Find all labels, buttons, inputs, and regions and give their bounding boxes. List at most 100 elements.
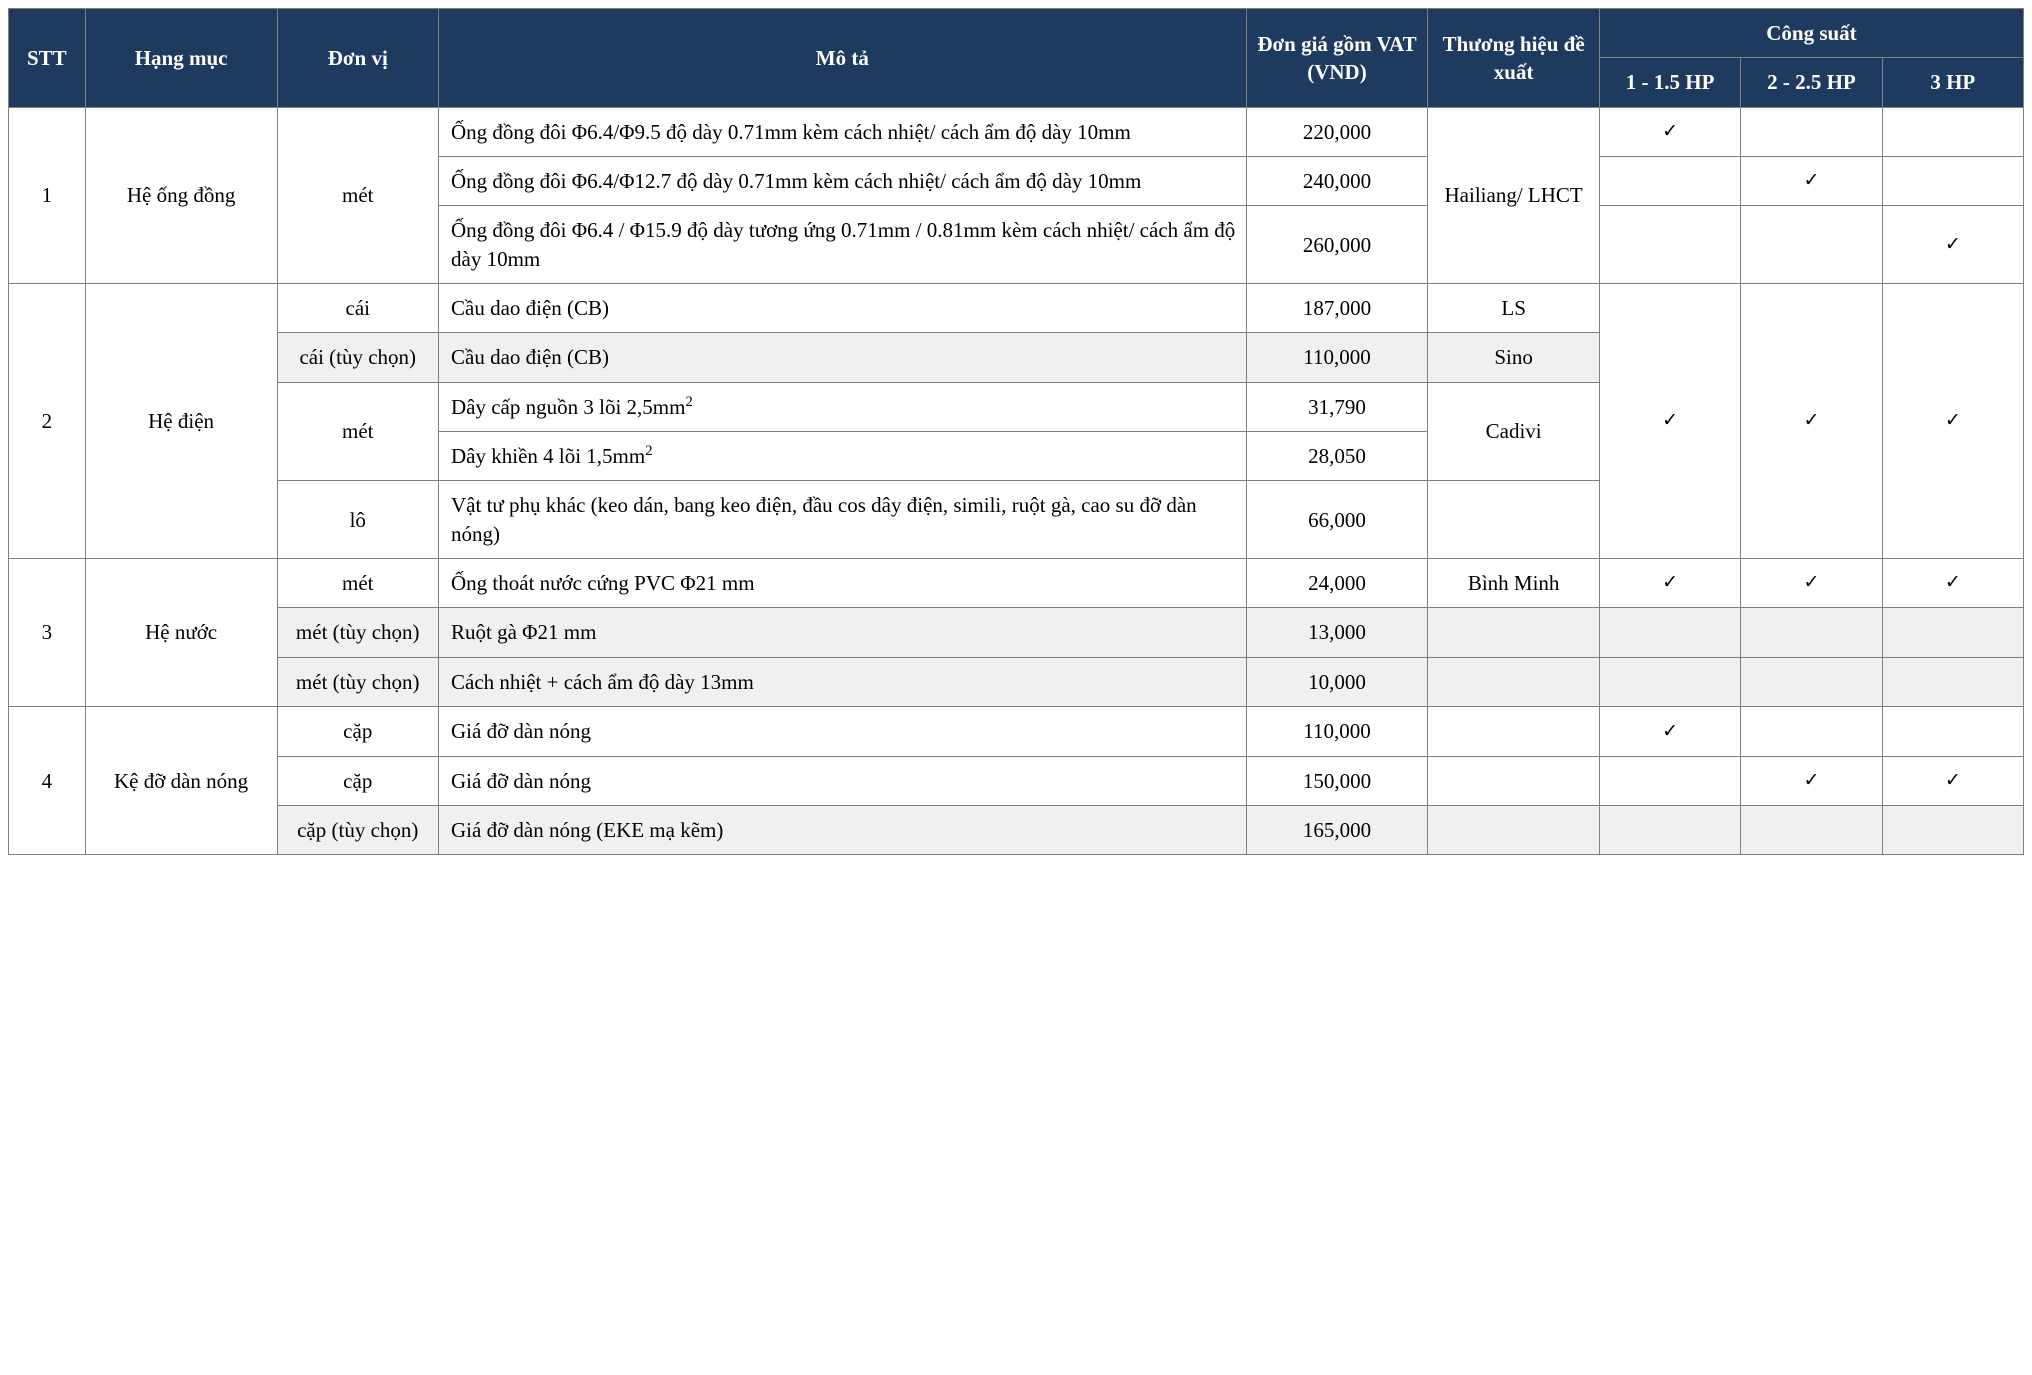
- table-row: 4Kệ đỡ dàn nóngcặpGiá đỡ dàn nóng110,000…: [9, 707, 2024, 756]
- mota-cell: Vật tư phụ khác (keo dán, bang keo điện,…: [439, 481, 1247, 559]
- donvi-cell: cặp (tùy chọn): [277, 805, 439, 854]
- col-thuonghieu: Thương hiệu đề xuất: [1428, 9, 1600, 108]
- brand-cell: Hailiang/ LHCT: [1428, 107, 1600, 283]
- col-hp1: 1 - 1.5 HP: [1599, 58, 1740, 107]
- brand-cell: [1428, 657, 1600, 706]
- check-cell: [1741, 657, 1882, 706]
- mota-cell: Ống đồng đôi Φ6.4/Φ12.7 độ dày 0.71mm kè…: [439, 157, 1247, 206]
- table-row: cặp (tùy chọn)Giá đỡ dàn nóng (EKE mạ kẽ…: [9, 805, 2024, 854]
- col-hp3: 3 HP: [1882, 58, 2023, 107]
- hangmuc-cell: Hệ ống đồng: [85, 107, 277, 283]
- mota-cell: Cách nhiệt + cách ẩm độ dày 13mm: [439, 657, 1247, 706]
- stt-cell: 1: [9, 107, 86, 283]
- check-cell: ✓: [1741, 157, 1882, 206]
- price-cell: 24,000: [1246, 559, 1428, 608]
- price-cell: 187,000: [1246, 284, 1428, 333]
- col-donvi: Đơn vị: [277, 9, 439, 108]
- price-cell: 150,000: [1246, 756, 1428, 805]
- check-cell: ✓: [1741, 284, 1882, 559]
- check-cell: [1882, 107, 2023, 156]
- check-cell: [1599, 756, 1740, 805]
- check-cell: [1882, 608, 2023, 657]
- price-cell: 31,790: [1246, 382, 1428, 431]
- mota-cell: Dây khiền 4 lõi 1,5mm2: [439, 432, 1247, 481]
- table-body: 1Hệ ống đồngmétỐng đồng đôi Φ6.4/Φ9.5 độ…: [9, 107, 2024, 855]
- check-cell: [1599, 608, 1740, 657]
- check-cell: [1741, 707, 1882, 756]
- price-cell: 240,000: [1246, 157, 1428, 206]
- donvi-cell: mét (tùy chọn): [277, 657, 439, 706]
- price-cell: 13,000: [1246, 608, 1428, 657]
- table-row: mét (tùy chọn)Cách nhiệt + cách ẩm độ dà…: [9, 657, 2024, 706]
- check-cell: [1741, 805, 1882, 854]
- hangmuc-cell: Hệ nước: [85, 559, 277, 707]
- table-header: STT Hạng mục Đơn vị Mô tả Đơn giá gồm VA…: [9, 9, 2024, 108]
- mota-cell: Ống thoát nước cứng PVC Φ21 mm: [439, 559, 1247, 608]
- stt-cell: 2: [9, 284, 86, 559]
- brand-cell: LS: [1428, 284, 1600, 333]
- col-hangmuc: Hạng mục: [85, 9, 277, 108]
- donvi-cell: mét: [277, 559, 439, 608]
- table-row: 1Hệ ống đồngmétỐng đồng đôi Φ6.4/Φ9.5 độ…: [9, 107, 2024, 156]
- donvi-cell: mét: [277, 382, 439, 481]
- stt-cell: 3: [9, 559, 86, 707]
- check-cell: ✓: [1882, 284, 2023, 559]
- price-cell: 110,000: [1246, 333, 1428, 382]
- check-cell: [1599, 157, 1740, 206]
- donvi-cell: mét (tùy chọn): [277, 608, 439, 657]
- hangmuc-cell: Kệ đỡ dàn nóng: [85, 707, 277, 855]
- donvi-cell: cặp: [277, 707, 439, 756]
- price-cell: 28,050: [1246, 432, 1428, 481]
- col-congsuat: Công suất: [1599, 9, 2023, 58]
- brand-cell: [1428, 756, 1600, 805]
- check-cell: [1741, 206, 1882, 284]
- price-cell: 66,000: [1246, 481, 1428, 559]
- mota-cell: Giá đỡ dàn nóng: [439, 707, 1247, 756]
- mota-cell: Cầu dao điện (CB): [439, 284, 1247, 333]
- check-cell: [1599, 805, 1740, 854]
- check-cell: [1882, 707, 2023, 756]
- check-cell: [1599, 657, 1740, 706]
- check-cell: [1882, 657, 2023, 706]
- table-row: cặpGiá đỡ dàn nóng150,000✓✓: [9, 756, 2024, 805]
- price-cell: 260,000: [1246, 206, 1428, 284]
- donvi-cell: lô: [277, 481, 439, 559]
- check-cell: ✓: [1882, 756, 2023, 805]
- check-cell: [1882, 805, 2023, 854]
- stt-cell: 4: [9, 707, 86, 855]
- check-cell: ✓: [1599, 559, 1740, 608]
- price-cell: 220,000: [1246, 107, 1428, 156]
- check-cell: ✓: [1741, 559, 1882, 608]
- col-mota: Mô tả: [439, 9, 1247, 108]
- mota-cell: Dây cấp nguồn 3 lõi 2,5mm2: [439, 382, 1247, 431]
- brand-cell: Sino: [1428, 333, 1600, 382]
- mota-cell: Giá đỡ dàn nóng (EKE mạ kẽm): [439, 805, 1247, 854]
- check-cell: ✓: [1599, 284, 1740, 559]
- brand-cell: Cadivi: [1428, 382, 1600, 481]
- col-dongia: Đơn giá gồm VAT (VND): [1246, 9, 1428, 108]
- donvi-cell: mét: [277, 107, 439, 283]
- check-cell: [1882, 157, 2023, 206]
- mota-cell: Ống đồng đôi Φ6.4 / Φ15.9 độ dày tương ứ…: [439, 206, 1247, 284]
- check-cell: ✓: [1599, 707, 1740, 756]
- brand-cell: Bình Minh: [1428, 559, 1600, 608]
- donvi-cell: cái: [277, 284, 439, 333]
- brand-cell: [1428, 481, 1600, 559]
- hangmuc-cell: Hệ điện: [85, 284, 277, 559]
- mota-cell: Ruột gà Φ21 mm: [439, 608, 1247, 657]
- price-cell: 10,000: [1246, 657, 1428, 706]
- check-cell: ✓: [1882, 206, 2023, 284]
- mota-cell: Cầu dao điện (CB): [439, 333, 1247, 382]
- check-cell: [1741, 608, 1882, 657]
- table-row: 2Hệ điệncáiCầu dao điện (CB)187,000LS✓✓✓: [9, 284, 2024, 333]
- mota-cell: Ống đồng đôi Φ6.4/Φ9.5 độ dày 0.71mm kèm…: [439, 107, 1247, 156]
- donvi-cell: cái (tùy chọn): [277, 333, 439, 382]
- check-cell: ✓: [1599, 107, 1740, 156]
- table-row: mét (tùy chọn)Ruột gà Φ21 mm13,000: [9, 608, 2024, 657]
- col-hp2: 2 - 2.5 HP: [1741, 58, 1882, 107]
- check-cell: ✓: [1741, 756, 1882, 805]
- price-cell: 165,000: [1246, 805, 1428, 854]
- check-cell: [1741, 107, 1882, 156]
- table-row: 3Hệ nướcmétỐng thoát nước cứng PVC Φ21 m…: [9, 559, 2024, 608]
- check-cell: [1599, 206, 1740, 284]
